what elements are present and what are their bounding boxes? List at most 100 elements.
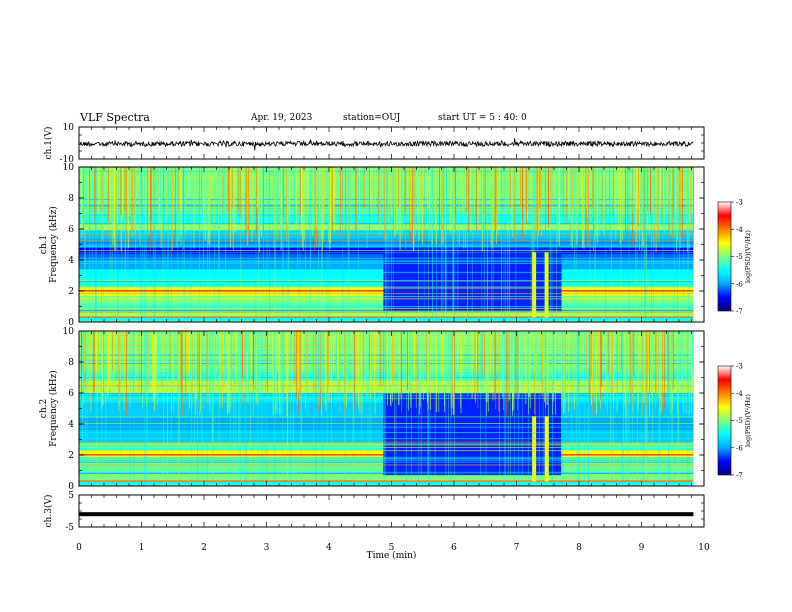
heatmap-sferic [126, 167, 127, 216]
heatmap-sferic [314, 167, 315, 230]
heatmap-sferic [101, 331, 102, 410]
heatmap-sferic-full [687, 167, 689, 322]
heatmap-sferic [647, 167, 649, 212]
heatmap-sferic-full [594, 167, 596, 322]
heatmap-sferic-full [297, 167, 299, 322]
heatmap-sferic [247, 331, 248, 383]
heatmap-sferic [94, 331, 95, 392]
heatmap-sferic [544, 331, 546, 397]
heatmap-sferic [114, 167, 116, 251]
heatmap-sferic [599, 167, 601, 237]
heatmap-sferic [275, 167, 277, 240]
heatmap-sferic-full [636, 167, 638, 322]
heatmap-sferic [675, 167, 677, 208]
heatmap-sferic [366, 331, 367, 397]
heatmap-sferic-full [505, 331, 507, 486]
heatmap-sferic [518, 331, 520, 399]
heatmap-sferic [215, 331, 217, 373]
heatmap-sferic-full [127, 167, 129, 322]
heatmap-sferic [81, 167, 83, 239]
heatmap-sferic [180, 167, 182, 234]
heatmap-sferic [319, 167, 321, 215]
heatmap-sferic [230, 167, 232, 248]
heatmap-sferic-full [575, 167, 577, 322]
heatmap-sferic-full [109, 167, 111, 322]
x-tick-label: 0 [76, 543, 82, 553]
heatmap-sferic [110, 167, 111, 222]
heatmap-sferic [692, 331, 694, 388]
heatmap-sferic [413, 331, 414, 370]
heatmap-sferic-full [677, 331, 679, 486]
heatmap-sferic [474, 167, 475, 216]
heatmap-sferic [667, 167, 668, 214]
heatmap-sferic [448, 331, 450, 373]
heatmap-sferic-full [133, 331, 135, 486]
heatmap-sferic [521, 331, 522, 390]
heatmap-sferic [404, 331, 406, 387]
heatmap-sferic [112, 331, 113, 371]
heatmap-sferic-full [352, 331, 354, 486]
heatmap-sferic [138, 331, 140, 399]
heatmap-sferic [639, 167, 640, 251]
heatmap-sferic-full [450, 331, 452, 486]
heatmap-sferic [256, 167, 258, 233]
heatmap-sferic-full [193, 331, 195, 486]
heatmap-sferic [672, 331, 674, 390]
heatmap-sferic-full [206, 331, 208, 486]
heatmap-sferic [568, 167, 570, 218]
heatmap-sferic [676, 331, 678, 413]
heatmap-sferic [638, 331, 639, 404]
heatmap-sferic [661, 167, 663, 223]
heatmap-sferic-full [384, 331, 385, 486]
heatmap-sferic [394, 331, 396, 373]
heatmap-tone-line [79, 461, 694, 463]
heatmap-sferic-full [635, 167, 636, 322]
heatmap-sferic [224, 167, 226, 224]
heatmap-sferic [601, 331, 603, 387]
x-axis-label: Time (min) [367, 550, 417, 561]
y-tick-label: 4 [68, 256, 74, 266]
heatmap-sferic [218, 167, 220, 249]
heatmap-sferic [481, 331, 483, 380]
heatmap-sferic [376, 331, 378, 384]
heatmap-sferic [103, 331, 104, 402]
heatmap-sferic [641, 167, 643, 251]
heatmap-sferic [201, 167, 203, 232]
heatmap-sferic [666, 331, 668, 378]
heatmap-sferic [133, 167, 135, 237]
heatmap-sferic [512, 331, 514, 410]
heatmap-sferic-full [313, 331, 315, 486]
heatmap-sferic-full [321, 331, 322, 486]
heatmap-sferic-full [117, 167, 119, 322]
x-tick-label: 2 [201, 543, 207, 553]
heatmap-sferic [429, 167, 430, 225]
heatmap-sferic [257, 167, 259, 210]
heatmap-sferic [667, 331, 668, 406]
colorbar-label: log(PSD)(V²/Hz) [744, 230, 752, 283]
heatmap-sferic [371, 167, 373, 216]
heatmap-sferic [176, 167, 178, 248]
heatmap-sferic [374, 167, 376, 208]
heatmap-sferic [327, 331, 329, 401]
heatmap-sferic [465, 167, 466, 248]
heatmap-sferic [223, 167, 225, 212]
heatmap-sferic [242, 167, 244, 233]
heatmap-tone-line [79, 447, 694, 448]
heatmap-sferic-full [521, 331, 523, 486]
heatmap-sferic [421, 167, 422, 223]
heatmap-sferic [613, 167, 614, 215]
heatmap-sferic [583, 167, 585, 249]
heatmap-sferic [106, 331, 108, 398]
heatmap-sferic [115, 167, 116, 220]
heatmap-sferic-full [240, 331, 241, 486]
y-tick-label: 2 [68, 287, 74, 297]
heatmap-sferic [370, 331, 372, 398]
heatmap-sferic [415, 331, 417, 408]
heatmap-sferic-full [119, 331, 121, 486]
heatmap-sferic-full [167, 331, 169, 486]
y-tick-label: 10 [63, 123, 75, 133]
heatmap-sferic [157, 331, 159, 377]
heatmap-sferic [669, 167, 671, 236]
heatmap-sferic-full [659, 331, 661, 486]
heatmap-sferic-full [89, 167, 91, 322]
